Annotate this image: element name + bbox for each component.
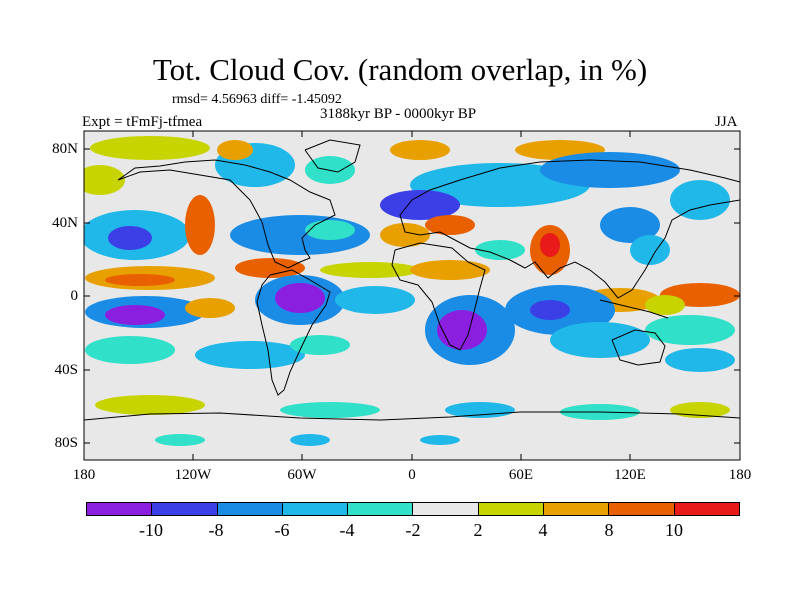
colorbar-label: 2 (473, 520, 483, 540)
lon-tick-label: 60E (508, 467, 534, 483)
lon-tick-label: 120E (614, 467, 646, 483)
colorbar-label: -6 (274, 520, 290, 540)
lon-tick-label: 180 (728, 467, 752, 483)
colorbar-swatch (674, 503, 739, 515)
experiment-label: Expt = tFmFj-tfmea (82, 114, 203, 130)
lat-tick-label: 40S (54, 362, 78, 378)
colorbar-label: -8 (208, 520, 224, 540)
colorbar-swatch (413, 503, 479, 515)
colorbar (86, 502, 740, 516)
colorbar-swatch (282, 503, 349, 515)
lat-tick-label: 80S (54, 435, 78, 451)
lon-tick-label: 120W (174, 467, 212, 483)
lat-tick-label: 80N (52, 141, 78, 157)
colorbar-label: -2 (405, 520, 421, 540)
colorbar-swatch (348, 503, 414, 515)
lat-tick-label: 40N (52, 215, 78, 231)
colorbar-swatch (609, 503, 675, 515)
lon-tick-label: 60W (287, 467, 317, 483)
period-label: 3188kyr BP - 0000kyr BP (320, 106, 477, 122)
season-label: JJA (715, 114, 738, 130)
colorbar-label: 10 (665, 520, 683, 540)
stats-line: rmsd= 4.56963 diff= -1.45092 (172, 92, 342, 107)
colorbar-swatch (544, 503, 610, 515)
coastlines (84, 139, 740, 421)
lat-tick-label: 0 (70, 288, 79, 304)
colorbar-label: 8 (604, 520, 614, 540)
colorbar-swatch (152, 503, 218, 515)
map-title: Tot. Cloud Cov. (random overlap, in %) (152, 52, 648, 87)
lon-tick-label: 180 (72, 467, 96, 483)
colorbar-label: -10 (139, 520, 163, 540)
colorbar-swatch (217, 503, 283, 515)
colorbar-label: 4 (538, 520, 548, 540)
longitude-tick-marks (83, 131, 741, 460)
lon-tick-label: 0 (408, 467, 416, 483)
colorbar-swatch (478, 503, 545, 515)
colorbar-label: -4 (339, 520, 355, 540)
latitude-tick-marks (84, 148, 740, 444)
colorbar-swatch (87, 503, 153, 515)
anomaly-field (84, 131, 740, 460)
